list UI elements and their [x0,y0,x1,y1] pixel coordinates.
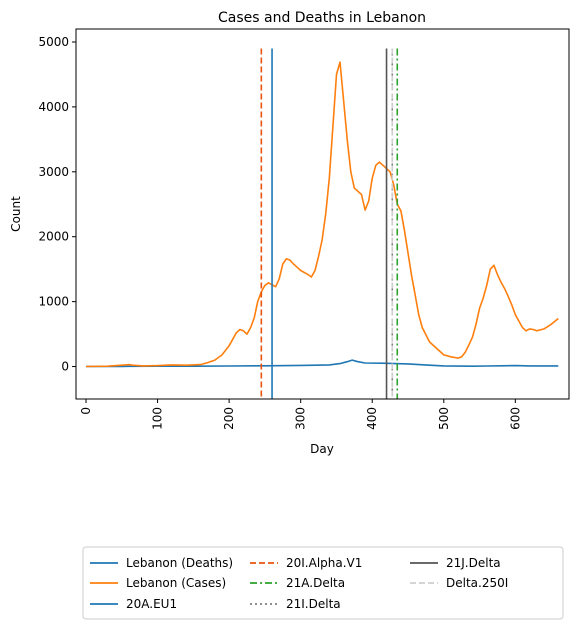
plot-area [76,29,569,399]
x-tick-label: 0 [79,407,93,415]
plot-content [85,48,559,399]
y-axis-label: Count [9,196,23,232]
chart-title: Cases and Deaths in Lebanon [218,10,426,26]
y-tick-label: 1000 [38,295,69,309]
y-tick-label: 0 [61,360,69,374]
plot-frame [75,28,570,400]
x-axis-label: Day [310,442,334,456]
series-line-1 [85,61,559,368]
legend-label: 21J.Delta [446,556,501,570]
y-tick-label: 4000 [38,100,69,114]
legend-label: Lebanon (Cases) [126,576,226,590]
legend-box [82,546,564,620]
y-axis: 0 1000 2000 3000 4000 5000 [38,35,76,374]
legend-label: 21I.Delta [286,597,341,611]
y-tick-label: 5000 [38,35,69,49]
x-axis: 0 100 200 300 400 500 600 [79,399,522,430]
y-tick-label: 3000 [38,165,69,179]
x-tick-label: 200 [222,407,236,430]
series-line-0 [85,359,559,368]
legend: Lebanon (Deaths) Lebanon (Cases) 20A.EU1 20… [82,546,564,620]
x-tick-label: 600 [508,407,522,430]
legend-label: Lebanon (Deaths) [126,556,233,570]
y-tick-label: 2000 [38,230,69,244]
legend-label: 20A.EU1 [126,597,177,611]
x-tick-label: 300 [294,407,308,430]
x-tick-label: 400 [365,407,379,430]
legend-label: Delta.250I [446,576,508,590]
x-tick-label: 500 [437,407,451,430]
x-tick-label: 100 [151,407,165,430]
legend-label: 20I.Alpha.V1 [286,556,362,570]
legend-label: 21A.Delta [286,576,345,590]
